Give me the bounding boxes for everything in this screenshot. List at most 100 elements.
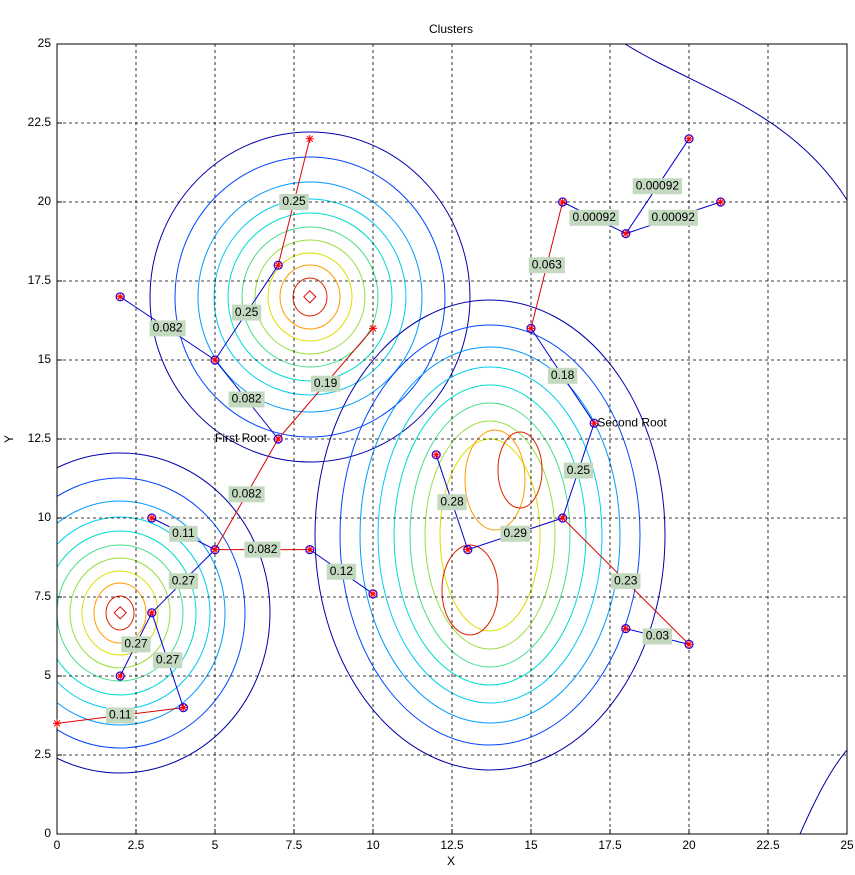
node: [368, 589, 378, 599]
node-star: [179, 703, 188, 712]
node: [589, 418, 599, 428]
y-tick-label: 17.5: [28, 273, 52, 287]
node-star: [116, 672, 125, 680]
node: [621, 623, 631, 634]
y-tick-label: 0: [44, 826, 51, 840]
node: [273, 260, 283, 270]
y-tick-label: 25: [38, 36, 52, 50]
x-tick-label: 15: [524, 838, 538, 852]
node-star: [274, 435, 283, 443]
edge-label-bg: [231, 304, 262, 321]
y-tick-label: 7.5: [34, 589, 51, 603]
edge-label: 0.082: [232, 486, 262, 500]
edge-label-bg: [648, 209, 698, 226]
node: [305, 544, 315, 555]
root-marker: [369, 324, 377, 333]
edge-label-bg: [149, 320, 186, 337]
edge-label-bg: [310, 375, 341, 392]
edge-label-bg: [632, 178, 683, 195]
edge-label-bg: [228, 391, 265, 408]
x-tick-label: 2.5: [128, 838, 145, 852]
y-tick-label: 2.5: [34, 747, 51, 761]
edge-label: 0.063: [532, 257, 562, 271]
edge-label: 0.11: [109, 708, 132, 722]
edge-label: 0.28: [440, 494, 464, 508]
node-star: [590, 419, 599, 428]
edge-label: 0.12: [330, 564, 354, 578]
edge-label: 0.18: [551, 368, 575, 382]
y-tick-label: 22.5: [28, 115, 52, 129]
edge-label-bg: [279, 194, 309, 210]
node-star: [369, 589, 377, 598]
x-tick-label: 20: [682, 838, 696, 852]
node-star: [716, 198, 725, 206]
node-star: [558, 198, 567, 206]
edge-label: 0.23: [614, 573, 638, 587]
edge-label: 0.19: [314, 376, 338, 390]
y-tick-label: 12.5: [28, 431, 52, 445]
node-star: [305, 545, 314, 554]
y-tick-label: 15: [38, 352, 52, 366]
edge-label-bg: [642, 628, 673, 645]
node: [557, 197, 568, 207]
node: [147, 608, 157, 618]
edge-label: 0.03: [646, 629, 670, 643]
x-tick-label: 5: [212, 838, 219, 852]
node-star: [463, 545, 472, 554]
node-star: [211, 545, 219, 554]
x-tick-label: 7.5: [286, 838, 303, 852]
node: [463, 544, 473, 555]
node-star: [621, 229, 630, 238]
node: [210, 355, 220, 365]
node-star: [147, 608, 156, 617]
edge-label: 0.082: [247, 542, 277, 556]
annotation: First Root: [215, 431, 268, 445]
edge-label: 0.082: [232, 392, 262, 406]
edge-label-bg: [547, 367, 578, 384]
edge-label-bg: [228, 486, 265, 503]
y-tick-label: 10: [38, 510, 52, 524]
root-marker: [305, 134, 314, 143]
edge-label-bg: [326, 563, 357, 580]
edge-label-bg: [500, 525, 530, 542]
node: [273, 434, 283, 444]
x-tick-label: 12.5: [440, 838, 464, 852]
edge-label-bg: [168, 573, 199, 590]
edge-label-bg: [152, 652, 183, 669]
y-tick-label: 20: [38, 194, 52, 208]
edge-label: 0.00092: [636, 178, 680, 192]
node: [178, 702, 188, 713]
x-axis-label: X: [447, 854, 455, 868]
node-star: [432, 450, 441, 459]
annotation: Second Root: [597, 415, 667, 429]
chart-title: Clusters: [429, 22, 473, 36]
edge-label: 0.29: [504, 526, 528, 540]
edge-label-bg: [169, 525, 198, 542]
edge-label: 0.25: [282, 194, 306, 208]
node-star: [116, 292, 125, 301]
node-star: [621, 624, 630, 633]
x-tick-label: 0: [54, 838, 61, 852]
edge-label: 0.27: [172, 573, 196, 587]
node-star: [527, 324, 535, 333]
edge-label: 0.25: [235, 305, 259, 319]
plot-area: 0 2.5 5 7.5 10 12.5 15 17.5 20 22.5 25 0 2.5 5 7.5 10 12…: [28, 36, 854, 852]
node: [684, 134, 694, 144]
edge-label: 0.25: [567, 463, 591, 477]
node: [715, 197, 726, 207]
x-tick-label: 25: [840, 838, 854, 852]
x-tick-label: 22.5: [756, 838, 780, 852]
node: [526, 323, 536, 333]
edge-label: 0.27: [156, 652, 180, 666]
node-star: [558, 514, 567, 522]
node: [621, 229, 631, 239]
center-marker: [303, 290, 317, 304]
edge-label: 0.27: [124, 637, 148, 651]
edge-label: 0.082: [153, 321, 183, 335]
edge-label-bg: [563, 462, 594, 479]
node: [210, 544, 220, 555]
node: [115, 292, 125, 302]
node-star: [274, 261, 283, 270]
node: [115, 671, 125, 681]
